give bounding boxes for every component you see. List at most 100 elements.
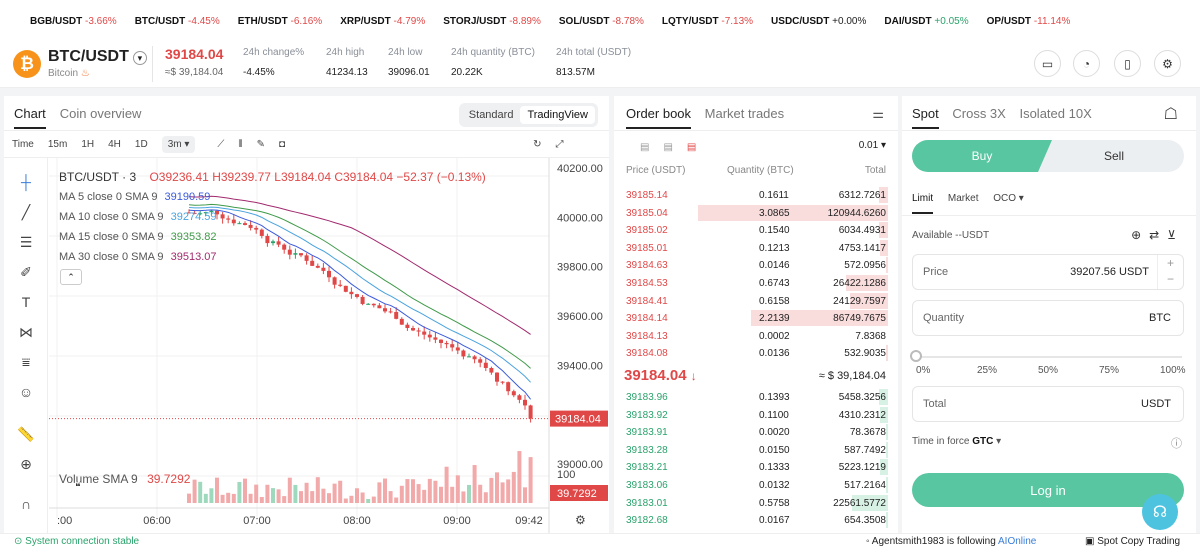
tab-market[interactable]: Market [947,193,979,204]
bid-row[interactable]: 39183.28 0.0150 587.7492 [614,441,898,459]
tab-market-trades[interactable]: Market trades [704,106,785,121]
zoom-icon[interactable]: ⊕ [20,455,32,472]
plus-circle-icon[interactable]: ⊕ [1131,228,1150,242]
brush-icon[interactable]: ✐ [20,263,32,280]
text-icon[interactable]: T [21,294,31,310]
view-standard[interactable]: Standard [468,109,514,121]
ticker-item[interactable]: USDC/USDT +0.00% [771,16,866,27]
tf-15m[interactable]: 15m [47,138,68,150]
info-icon[interactable]: ⓘ [1171,438,1182,450]
tab-spot[interactable]: Spot [912,106,939,129]
ruler-icon[interactable]: 📏 [17,425,35,442]
pair-selector[interactable]: BTC/USDT ▾ [48,48,147,66]
pattern-icon[interactable]: ⋈ [19,323,33,340]
settings-gear-icon[interactable]: ⚙ [575,513,586,527]
tf-3m[interactable]: 3m ▾ [161,135,196,153]
bid-row[interactable]: 39183.21 0.1333 5223.1219 [614,459,898,476]
transfer-icon[interactable]: ⇄ [1149,228,1168,242]
buy-button[interactable]: Buy [912,140,1052,172]
pencil-icon[interactable]: ✎ [256,138,266,150]
tf-4h[interactable]: 4H [108,138,121,150]
crosshair-icon[interactable]: ┼ [21,174,31,190]
book-icon[interactable]: ▯ [1114,50,1141,77]
ticker-item[interactable]: BTC/USDT -4.45% [135,16,220,27]
camera-icon[interactable]: ◘ [279,138,286,150]
fullscreen-icon[interactable]: ⤢ [555,138,564,150]
percent-slider[interactable] [916,356,1182,358]
percent-label[interactable]: 50% [1038,365,1059,376]
tf-1d[interactable]: 1D [134,138,148,150]
bid-row[interactable]: 39183.06 0.0132 517.2164 [614,477,898,494]
tab-chart[interactable]: Chart [14,106,46,129]
settings-icon[interactable]: ⚙ [1154,50,1181,77]
copy-trading-link[interactable]: ▣ Spot Copy Trading [1085,536,1181,547]
tab-isolated[interactable]: Isolated 10X [1019,106,1092,121]
ask-row[interactable]: 39184.41 0.6158 24129.7597 [614,292,898,310]
indicator-icon[interactable]: ⟋ [217,138,225,150]
ask-row[interactable]: 39184.14 2.2139 86749.7675 [614,310,898,327]
both-view-icon[interactable]: ▤ [640,142,664,153]
quantity-field[interactable]: Quantity BTC [912,300,1184,336]
ask-row[interactable]: 39185.02 0.1540 6034.4931 [614,222,898,239]
bid-row[interactable]: 39183.96 0.1393 5458.3256 [614,389,898,406]
tf-time[interactable]: Time [12,138,34,150]
login-button[interactable]: Log in [912,473,1184,507]
bid-row[interactable]: 39183.01 0.5758 22561.5772 [614,494,898,512]
ticker-item[interactable]: BGB/USDT -3.66% [30,16,117,27]
tab-limit[interactable]: Limit [912,193,934,214]
percent-label[interactable]: 0% [916,365,931,376]
price-chart[interactable]: 40200.00 40000.00 39800.00 39600.00 39400.00… [49,158,609,534]
bid-row[interactable]: 39182.68 0.0167 654.3508 [614,512,898,529]
bid-row[interactable]: 39183.91 0.0020 78.3678 [614,424,898,441]
magnet-icon[interactable]: ∩ [20,496,32,512]
robot-icon[interactable]: ☖ [1163,106,1178,123]
ask-row[interactable]: 39185.14 0.1611 6312.7261 [614,187,898,204]
reset-icon[interactable]: ↻ [533,138,542,150]
tab-orderbook[interactable]: Order book [626,106,692,129]
support-headset-icon[interactable]: ☊ [1142,494,1178,530]
sell-button[interactable]: Sell [1103,149,1124,163]
emoji-icon[interactable]: ☺ [18,384,34,400]
total-field[interactable]: Total USDT [912,386,1184,422]
bid-row[interactable]: 39183.92 0.1100 4310.2312 [614,406,898,424]
ask-row[interactable]: 39185.01 0.1213 4753.1417 [614,239,898,257]
time-in-force[interactable]: Time in force GTC ▾ [912,436,1002,447]
ticket-icon[interactable]: ▭ [1034,50,1061,77]
orderbook-view-icons[interactable]: ▤▤▤ [640,142,710,153]
bell-icon[interactable]: ◔ [1073,50,1100,77]
ticker-item[interactable]: OP/USDT -11.14% [987,16,1071,27]
sliders-icon[interactable]: ⚌ [872,106,884,121]
ask-row[interactable]: 39184.08 0.0136 532.9035 [614,345,898,362]
follow-target[interactable]: AIOnline [998,536,1037,547]
candle-type-icon[interactable]: ⫴ [238,138,243,150]
chevron-down-icon[interactable]: ▾ [132,51,147,65]
ticker-item[interactable]: DAI/USDT +0.05% [884,16,968,27]
ticker-item[interactable]: ETH/USDT -6.16% [238,16,322,27]
slider-handle[interactable] [910,350,922,362]
percent-label[interactable]: 25% [977,365,998,376]
tab-oco[interactable]: OCO ▾ [993,193,1024,204]
percent-label[interactable]: 75% [1099,365,1120,376]
ticker-item[interactable]: LQTY/USDT -7.13% [662,16,753,27]
fib-icon[interactable]: ☰ [19,233,33,250]
precision-select[interactable]: 0.01 ▾ [858,140,886,151]
view-tradingview[interactable]: TradingView [520,106,595,124]
bids-view-icon[interactable]: ▤ [663,142,687,153]
tab-cross[interactable]: Cross 3X [952,106,1006,121]
price-field[interactable]: Price 39207.56 USDT + − [912,254,1184,290]
percent-label[interactable]: 100% [1160,365,1186,376]
ask-row[interactable]: 39185.04 3.0865 120944.6260 [614,204,898,222]
tf-1h[interactable]: 1H [81,138,95,150]
tab-coin-overview[interactable]: Coin overview [59,106,142,121]
asks-view-icon[interactable]: ▤ [686,142,711,153]
prediction-icon[interactable]: ⩸ [21,353,31,370]
trendline-icon[interactable]: ╱ [21,203,31,220]
collapse-legend-button[interactable]: ⌃ [60,269,82,285]
ticker-item[interactable]: XRP/USDT -4.79% [340,16,425,27]
download-icon[interactable]: ⊻ [1167,228,1184,242]
ask-row[interactable]: 39184.53 0.6743 26422.1286 [614,275,898,292]
ticker-item[interactable]: STORJ/USDT -8.89% [443,16,541,27]
ticker-item[interactable]: SOL/USDT -8.78% [559,16,644,27]
price-stepper[interactable]: + − [1157,255,1183,289]
ask-row[interactable]: 39184.63 0.0146 572.0956 [614,257,898,274]
